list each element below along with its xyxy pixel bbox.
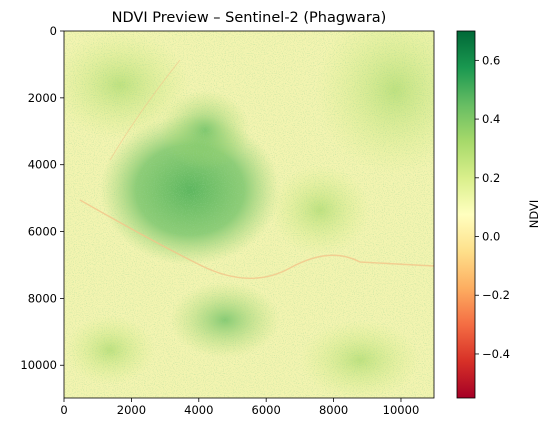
chart-title: NDVI Preview – Sentinel-2 (Phagwara) <box>112 10 387 26</box>
colorbar-tick-label: 0.0 <box>482 230 500 244</box>
colorbar-label: NDVI <box>527 200 541 229</box>
y-tick-label: 6000 <box>28 225 57 239</box>
colorbar-tick-label: 0.4 <box>482 112 500 126</box>
heatmap-road-line <box>79 199 434 279</box>
colorbar-tick-label: 0.6 <box>482 53 500 67</box>
x-tick-label: 2000 <box>117 403 146 417</box>
colorbar: 0.6 0.4 0.2 0.0 −0.2 −0.4 NDVI <box>456 30 541 399</box>
x-tick-label: 4000 <box>184 403 213 417</box>
y-axis: 0 2000 4000 6000 8000 10000 <box>20 24 64 372</box>
x-tick-label: 0 <box>60 403 67 417</box>
y-tick-label: 10000 <box>20 358 57 372</box>
x-tick-label: 8000 <box>319 403 348 417</box>
colorbar-gradient <box>457 31 475 398</box>
y-tick-label: 8000 <box>28 291 57 305</box>
x-tick-label: 10000 <box>383 403 420 417</box>
colorbar-ticks: 0.6 0.4 0.2 0.0 −0.2 −0.4 <box>475 53 510 361</box>
colorbar-tick-label: 0.2 <box>482 171 500 185</box>
heatmap-speckle <box>64 31 434 398</box>
heatmap-road-line <box>109 59 181 161</box>
y-tick-label: 2000 <box>28 91 57 105</box>
x-tick-label: 6000 <box>252 403 281 417</box>
ndvi-heatmap <box>64 31 434 398</box>
plot-frame <box>63 30 435 399</box>
y-tick-label: 0 <box>50 24 57 38</box>
colorbar-tick-label: −0.4 <box>482 347 510 361</box>
y-tick-label: 4000 <box>28 158 57 172</box>
colorbar-tick-label: −0.2 <box>482 288 510 302</box>
x-axis: 0 2000 4000 6000 8000 10000 <box>60 398 419 417</box>
colorbar-frame <box>456 30 476 399</box>
